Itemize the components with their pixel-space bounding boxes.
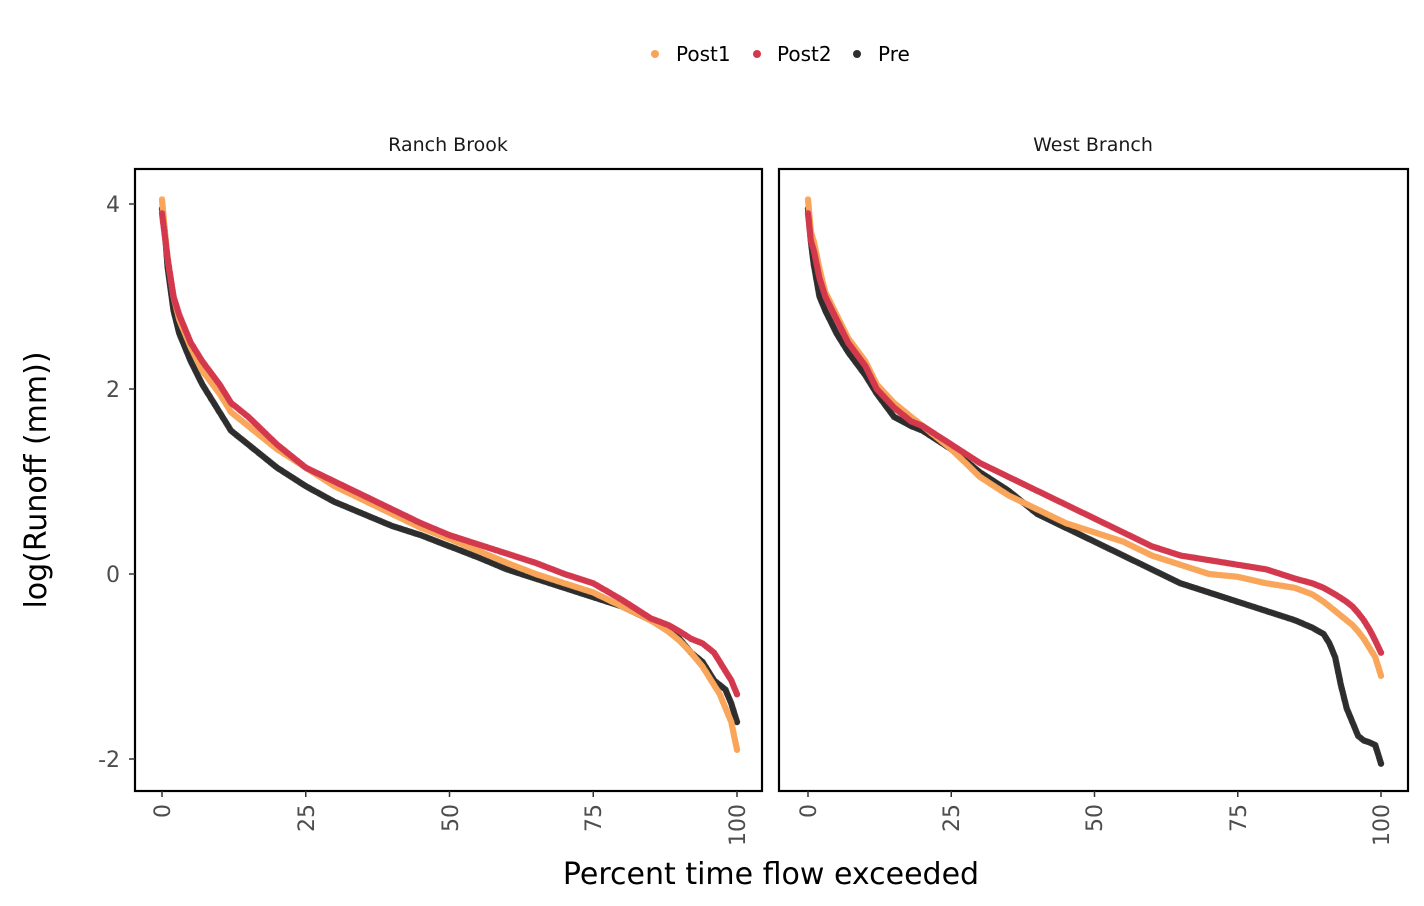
legend: Post1 Post2 Pre (651, 42, 910, 66)
x-tick-label-100: 100 (726, 804, 751, 846)
x-tick-label-50: 50 (439, 804, 464, 832)
legend-label-post2: Post2 (777, 42, 832, 66)
y-axis-title: log(Runoff (mm)) (19, 351, 54, 608)
series-post2-west-branch (804, 210, 1385, 656)
x-axis-ranch-brook: 0 25 50 75 100 (151, 804, 751, 846)
y-tick-label-neg2: -2 (98, 748, 120, 773)
x-tick-label-50: 50 (1083, 804, 1108, 832)
axis-ticks (129, 203, 1382, 797)
y-axis: 4 2 0 -2 (98, 193, 120, 773)
x-tick-label-0: 0 (797, 804, 822, 818)
y-tick-label-0: 0 (106, 563, 120, 588)
series-post2-ranch-brook (158, 210, 741, 698)
x-tick-label-75: 75 (582, 804, 607, 832)
x-tick-label-75: 75 (1227, 804, 1252, 832)
legend-marker-pre (853, 50, 861, 58)
data-point (1377, 649, 1385, 656)
data-point (733, 691, 741, 698)
series-post1-ranch-brook (158, 196, 741, 753)
y-tick-label-4: 4 (106, 193, 120, 218)
legend-label-post1: Post1 (676, 42, 731, 66)
x-axis-title: Percent time flow exceeded (563, 857, 979, 892)
x-axis-west-branch: 0 25 50 75 100 (797, 804, 1395, 846)
series-post1-west-branch (804, 196, 1385, 679)
series-pre-ranch-brook (158, 205, 741, 726)
panel-frame-ranch-brook (133, 167, 764, 793)
x-tick-label-0: 0 (151, 804, 176, 818)
x-tick-label-25: 25 (295, 804, 320, 832)
legend-marker-post1 (651, 50, 659, 58)
y-tick-label-2: 2 (106, 378, 120, 403)
data-points (158, 196, 1385, 767)
x-tick-label-100: 100 (1370, 804, 1395, 846)
legend-label-pre: Pre (878, 42, 910, 66)
data-point (733, 746, 741, 753)
series-pre-west-branch (804, 205, 1385, 767)
panel-frame-west-branch (777, 167, 1410, 793)
panel-title-west-branch: West Branch (1033, 134, 1153, 156)
data-point (733, 718, 741, 726)
data-point (1377, 760, 1385, 767)
x-tick-label-25: 25 (940, 804, 965, 832)
legend-marker-post2 (753, 50, 761, 58)
data-point (1377, 672, 1385, 679)
panel-title-ranch-brook: Ranch Brook (388, 134, 508, 156)
